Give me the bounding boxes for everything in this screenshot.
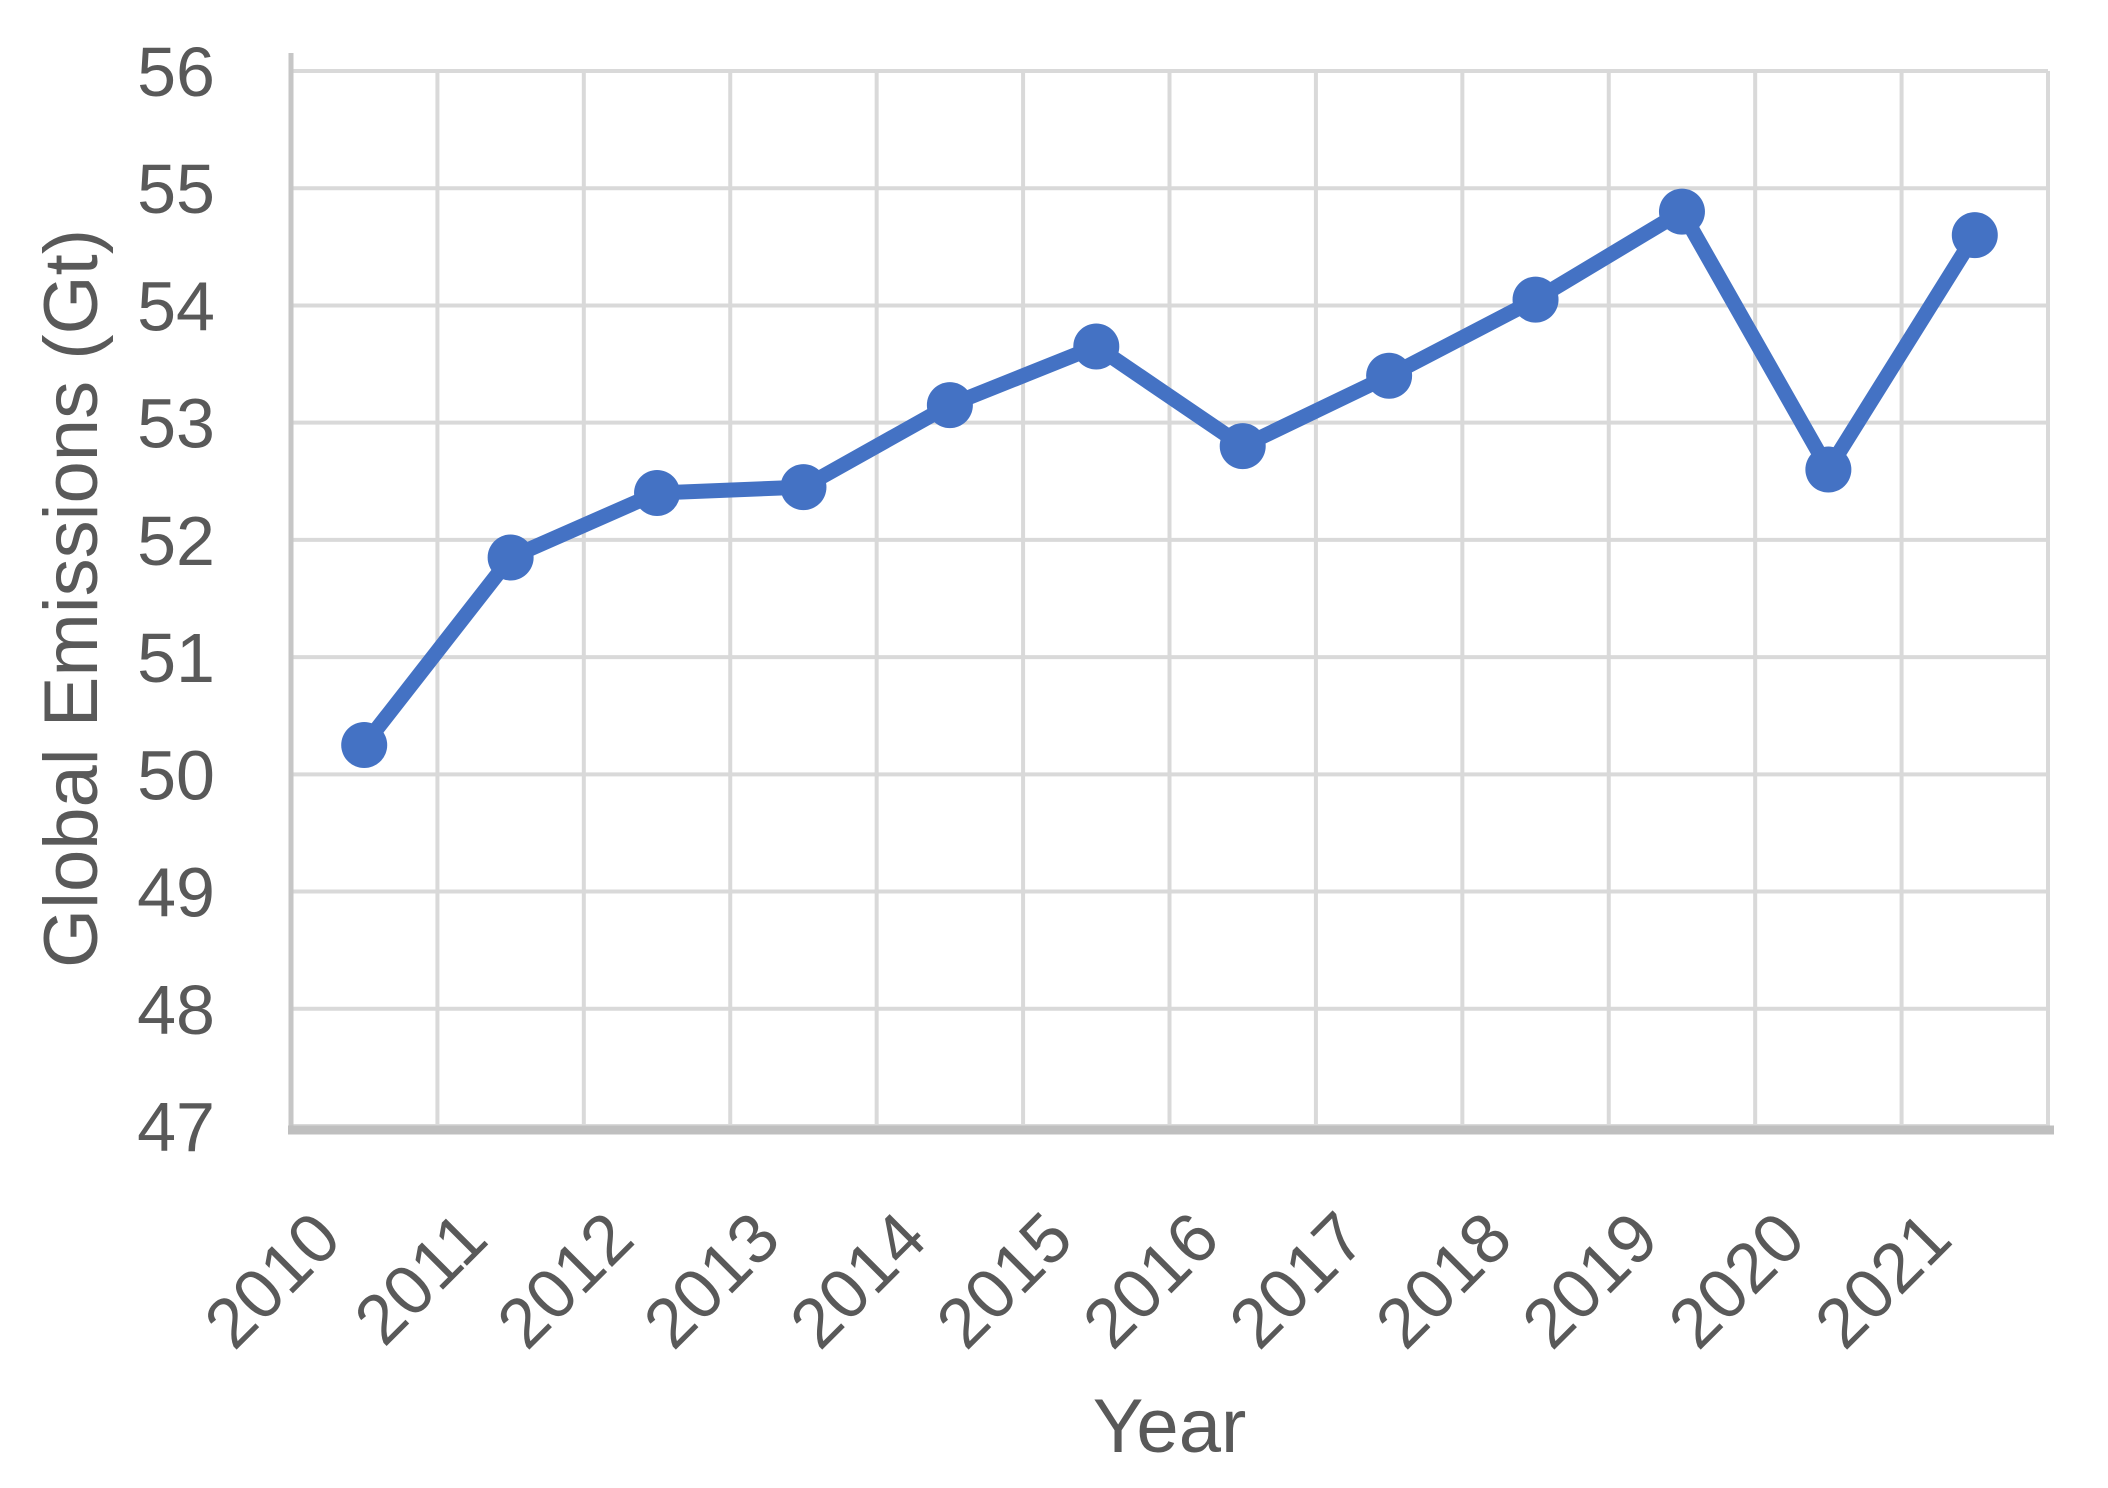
y-tick-label: 51 [137,619,215,697]
x-tick-label: 2011 [340,1197,502,1359]
data-point [780,464,827,511]
data-point [1366,352,1413,399]
y-tick-label: 49 [137,854,215,932]
x-tick-label: 2018 [1361,1197,1526,1362]
y-tick-label: 52 [137,502,215,580]
y-tick-label: 55 [137,150,215,228]
data-point [1951,212,1998,259]
y-tick-label: 47 [137,1088,215,1166]
y-tick-label: 50 [137,736,215,814]
x-tick-label: 2021 [1800,1197,1965,1362]
x-tick-label: 2014 [775,1197,940,1362]
data-point [926,382,973,429]
x-tick-label: 2020 [1654,1197,1819,1362]
data-point [341,722,388,769]
x-axis-tick-labels: 2010201120122013201420152016201720182019… [190,1197,1966,1362]
gridlines [291,69,2050,1128]
x-tick-label: 2013 [629,1197,794,1362]
y-tick-label: 54 [137,267,215,345]
data-point [634,470,681,516]
x-tick-label: 2010 [190,1197,355,1362]
x-tick-label: 2015 [922,1197,1087,1362]
x-tick-label: 2016 [1068,1197,1233,1362]
x-tick-label: 2012 [482,1197,647,1362]
y-tick-label: 48 [137,971,215,1049]
data-point [1073,323,1120,370]
data-point [487,534,534,581]
x-axis-title: Year [1093,1384,1247,1469]
data-point [1805,446,1852,493]
data-point [1658,188,1705,235]
y-tick-label: 53 [137,385,215,463]
y-axis-title: Global Emissions (Gt) [29,229,114,968]
y-axis-tick-labels: 47 48 49 50 51 52 53 54 55 56 [137,33,215,1166]
y-tick-label: 56 [137,33,215,111]
data-point [1219,423,1266,470]
data-series [341,188,1998,769]
x-tick-label: 2017 [1214,1197,1379,1362]
series-line [356,204,1983,753]
data-point [1512,276,1559,323]
x-tick-label: 2019 [1507,1197,1672,1362]
axis-lines [288,53,2054,1135]
